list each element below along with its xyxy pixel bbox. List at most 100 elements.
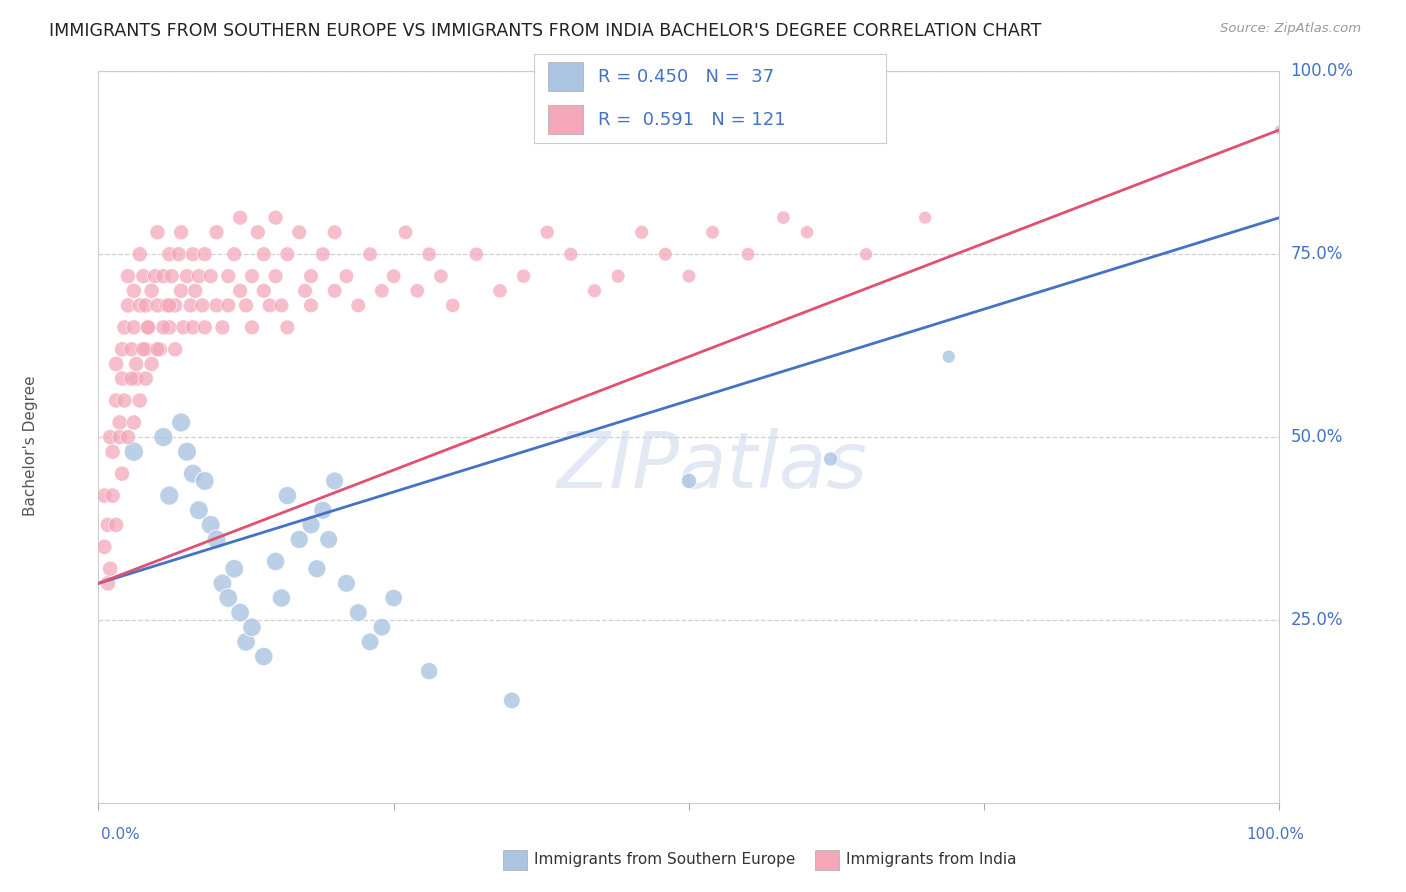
Point bbox=[146, 225, 169, 239]
Text: ZIPatlas: ZIPatlas bbox=[557, 428, 868, 504]
Text: R =  0.591   N = 121: R = 0.591 N = 121 bbox=[598, 111, 785, 128]
Point bbox=[146, 298, 169, 312]
Point bbox=[276, 489, 298, 503]
Point bbox=[152, 430, 174, 444]
Point bbox=[737, 247, 759, 261]
Point bbox=[335, 269, 357, 284]
Point bbox=[170, 284, 193, 298]
Text: 0.0%: 0.0% bbox=[101, 827, 141, 841]
Text: R = 0.450   N =  37: R = 0.450 N = 37 bbox=[598, 68, 773, 86]
Point bbox=[135, 298, 157, 312]
Point bbox=[180, 298, 202, 312]
Point bbox=[187, 503, 209, 517]
Point bbox=[170, 416, 193, 430]
Point bbox=[200, 269, 222, 284]
Point bbox=[136, 320, 159, 334]
Point bbox=[394, 225, 416, 239]
Point bbox=[135, 371, 157, 385]
Point bbox=[172, 320, 194, 334]
Point bbox=[299, 298, 322, 312]
Point bbox=[914, 211, 936, 225]
Point bbox=[264, 269, 287, 284]
Point bbox=[270, 298, 292, 312]
Point bbox=[224, 247, 246, 261]
Point bbox=[156, 298, 179, 312]
Point bbox=[796, 225, 818, 239]
Point bbox=[347, 298, 370, 312]
Point bbox=[264, 554, 287, 568]
Point bbox=[772, 211, 794, 225]
Point bbox=[211, 320, 233, 334]
Point bbox=[1268, 123, 1291, 137]
Point bbox=[335, 576, 357, 591]
Point bbox=[122, 320, 145, 334]
Text: IMMIGRANTS FROM SOUTHERN EUROPE VS IMMIGRANTS FROM INDIA BACHELOR'S DEGREE CORRE: IMMIGRANTS FROM SOUTHERN EUROPE VS IMMIG… bbox=[49, 22, 1042, 40]
Point bbox=[299, 269, 322, 284]
Point bbox=[200, 517, 222, 532]
Point bbox=[299, 517, 322, 532]
Point bbox=[152, 269, 174, 284]
Point bbox=[122, 444, 145, 458]
Point bbox=[170, 225, 193, 239]
Point bbox=[132, 343, 155, 357]
Point bbox=[318, 533, 340, 547]
Point bbox=[111, 343, 134, 357]
Point bbox=[465, 247, 488, 261]
Point bbox=[678, 474, 700, 488]
Point bbox=[117, 430, 139, 444]
Point bbox=[117, 269, 139, 284]
Point bbox=[143, 269, 166, 284]
Point bbox=[607, 269, 630, 284]
Point bbox=[108, 416, 131, 430]
Point bbox=[441, 298, 464, 312]
Point bbox=[111, 371, 134, 385]
Point bbox=[938, 350, 960, 364]
Point bbox=[93, 540, 115, 554]
Point bbox=[93, 489, 115, 503]
Point bbox=[253, 247, 276, 261]
Point bbox=[264, 211, 287, 225]
Point bbox=[270, 591, 292, 605]
Point bbox=[105, 357, 128, 371]
Point bbox=[359, 635, 381, 649]
Point bbox=[654, 247, 676, 261]
Point bbox=[105, 393, 128, 408]
Point bbox=[181, 467, 204, 481]
Point bbox=[128, 393, 150, 408]
Point bbox=[187, 269, 209, 284]
Point bbox=[276, 320, 298, 334]
Text: 100.0%: 100.0% bbox=[1247, 827, 1305, 841]
Point bbox=[176, 269, 198, 284]
Point bbox=[430, 269, 453, 284]
Point bbox=[323, 225, 346, 239]
Point bbox=[146, 343, 169, 357]
Point bbox=[98, 430, 121, 444]
Point bbox=[501, 693, 523, 707]
Point bbox=[240, 620, 263, 634]
Point bbox=[229, 284, 252, 298]
Point bbox=[152, 320, 174, 334]
Point bbox=[101, 444, 124, 458]
Point bbox=[820, 452, 842, 467]
Point bbox=[240, 320, 263, 334]
Point bbox=[98, 562, 121, 576]
FancyBboxPatch shape bbox=[548, 105, 583, 134]
Point bbox=[121, 371, 143, 385]
Point bbox=[205, 533, 228, 547]
Point bbox=[536, 225, 558, 239]
Point bbox=[194, 247, 217, 261]
Point bbox=[112, 393, 135, 408]
Point bbox=[235, 298, 257, 312]
Text: 100.0%: 100.0% bbox=[1291, 62, 1354, 80]
Point bbox=[141, 284, 163, 298]
Point bbox=[371, 284, 394, 298]
Point bbox=[117, 298, 139, 312]
Text: Immigrants from Southern Europe: Immigrants from Southern Europe bbox=[534, 853, 796, 867]
Point bbox=[165, 343, 187, 357]
Point bbox=[312, 247, 335, 261]
Point bbox=[205, 225, 228, 239]
Point bbox=[276, 247, 298, 261]
Point bbox=[678, 269, 700, 284]
Point bbox=[294, 284, 316, 298]
Point bbox=[560, 247, 582, 261]
